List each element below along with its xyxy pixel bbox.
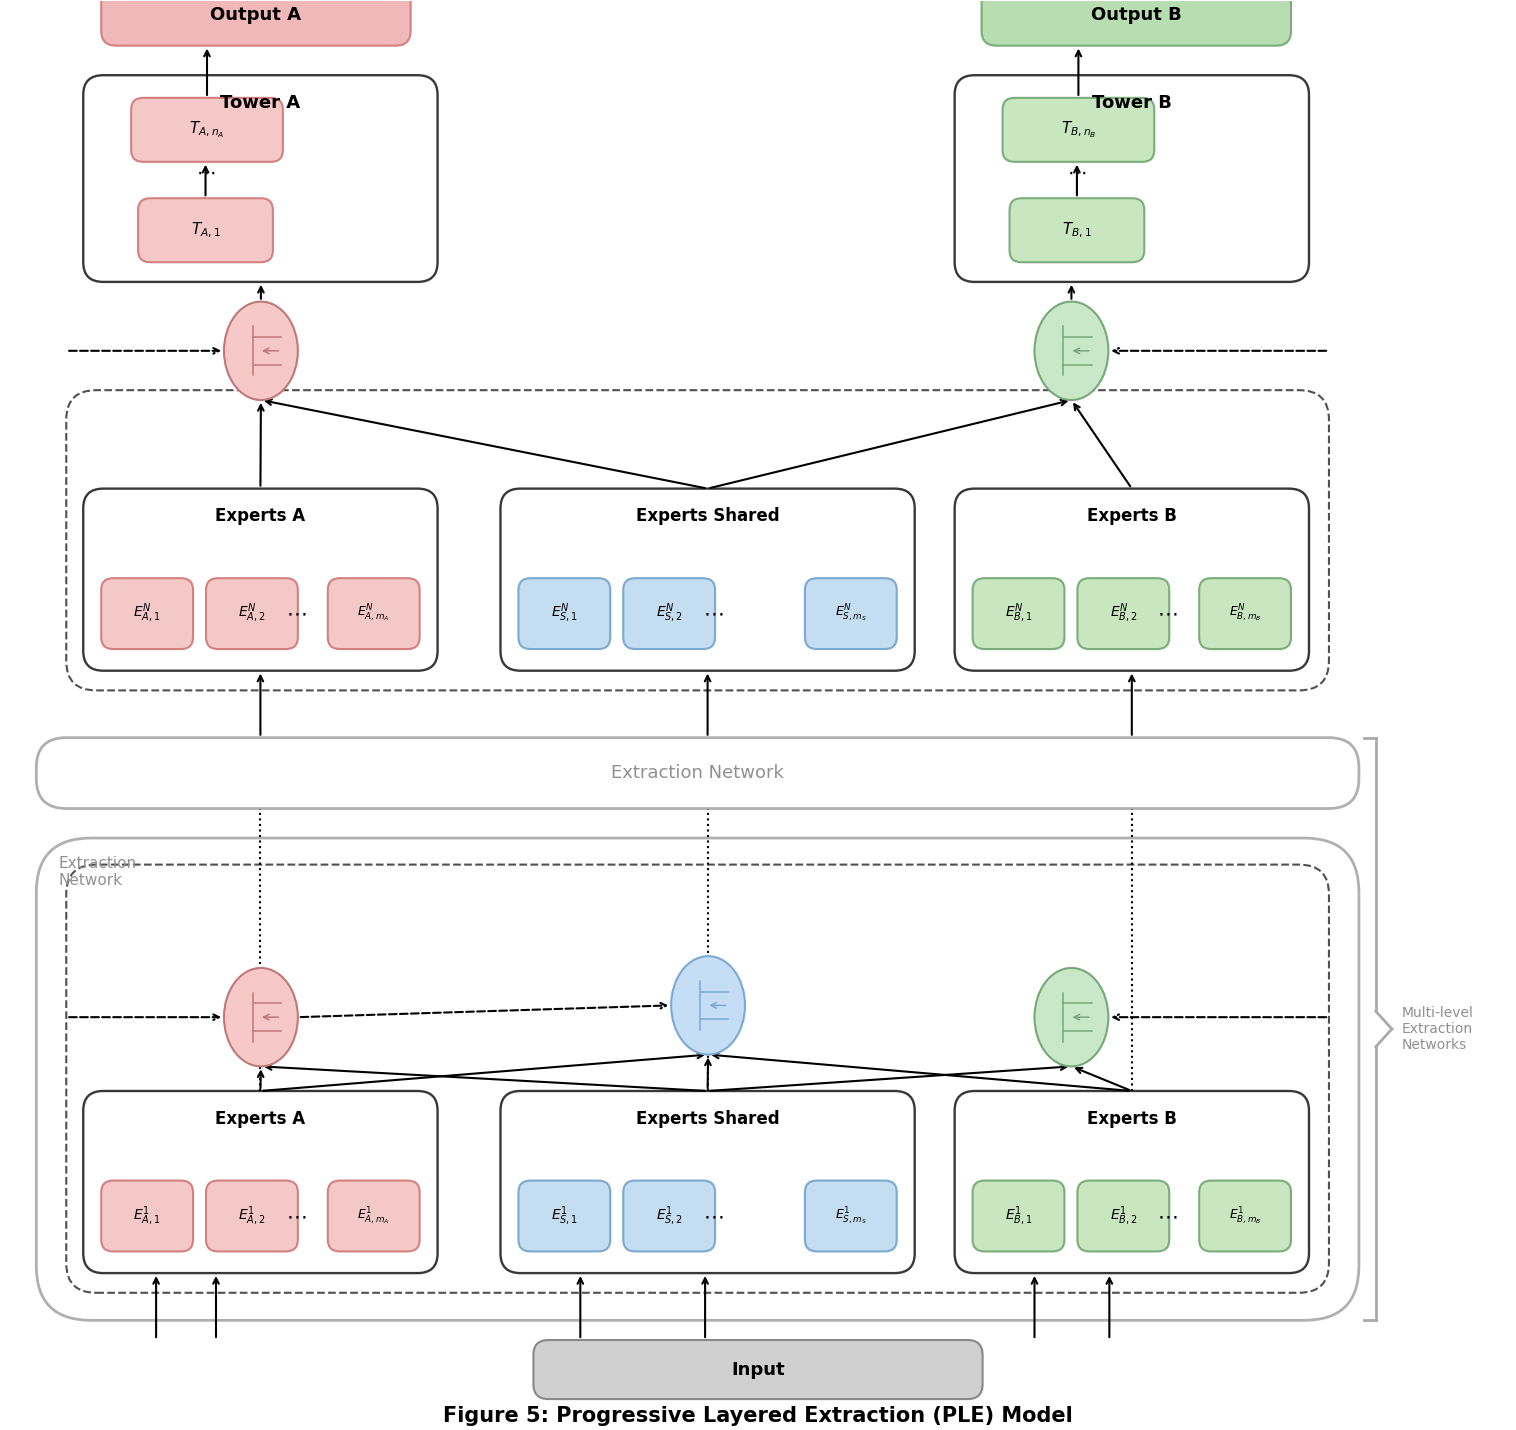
FancyBboxPatch shape	[83, 76, 438, 282]
Text: $E_{S,1}^{1}$: $E_{S,1}^{1}$	[550, 1204, 578, 1227]
Text: $T_{A,1}$: $T_{A,1}$	[191, 220, 220, 240]
FancyBboxPatch shape	[1002, 97, 1154, 162]
FancyBboxPatch shape	[206, 578, 297, 649]
FancyBboxPatch shape	[36, 838, 1358, 1320]
Text: $E_{B,2}^{1}$: $E_{B,2}^{1}$	[1110, 1204, 1137, 1227]
FancyBboxPatch shape	[102, 0, 411, 46]
Ellipse shape	[1034, 968, 1108, 1067]
FancyBboxPatch shape	[955, 489, 1308, 671]
Text: $\cdots$: $\cdots$	[1157, 1205, 1178, 1226]
Text: Experts A: Experts A	[215, 508, 306, 525]
FancyBboxPatch shape	[1078, 578, 1169, 649]
Ellipse shape	[224, 968, 297, 1067]
FancyBboxPatch shape	[327, 1181, 420, 1251]
Text: $\cdots$: $\cdots$	[703, 603, 723, 623]
Text: Input: Input	[731, 1360, 785, 1379]
FancyBboxPatch shape	[1199, 1181, 1292, 1251]
Text: $E_{A,1}^{1}$: $E_{A,1}^{1}$	[133, 1204, 161, 1227]
Text: $E_{B,2}^{N}$: $E_{B,2}^{N}$	[1110, 602, 1137, 625]
FancyBboxPatch shape	[83, 489, 438, 671]
Text: $\cdots$: $\cdots$	[285, 603, 306, 623]
Text: $T_{A,n_A}$: $T_{A,n_A}$	[190, 120, 224, 140]
Ellipse shape	[1034, 302, 1108, 400]
FancyBboxPatch shape	[518, 1181, 611, 1251]
Text: Extraction Network: Extraction Network	[611, 764, 784, 782]
Text: $E_{B,m_B}^{1}$: $E_{B,m_B}^{1}$	[1229, 1205, 1261, 1227]
FancyBboxPatch shape	[1199, 578, 1292, 649]
FancyBboxPatch shape	[102, 578, 193, 649]
Ellipse shape	[224, 302, 297, 400]
FancyBboxPatch shape	[102, 1181, 193, 1251]
Text: $E_{S,2}^{N}$: $E_{S,2}^{N}$	[655, 602, 682, 625]
Text: $E_{A,1}^{N}$: $E_{A,1}^{N}$	[133, 602, 161, 625]
FancyBboxPatch shape	[132, 97, 283, 162]
Text: $\cdots$: $\cdots$	[196, 163, 215, 182]
FancyBboxPatch shape	[534, 1340, 982, 1399]
Text: $E_{A,2}^{1}$: $E_{A,2}^{1}$	[238, 1204, 265, 1227]
FancyBboxPatch shape	[955, 76, 1308, 282]
Text: $E_{A,m_A}^{1}$: $E_{A,m_A}^{1}$	[358, 1205, 390, 1227]
Text: $E_{S,m_S}^{1}$: $E_{S,m_S}^{1}$	[835, 1205, 867, 1227]
FancyBboxPatch shape	[1010, 199, 1145, 262]
Ellipse shape	[672, 957, 744, 1054]
Text: $\cdots$: $\cdots$	[1067, 163, 1087, 182]
Text: $\cdots$: $\cdots$	[285, 1205, 306, 1226]
Text: Multi-level
Extraction
Networks: Multi-level Extraction Networks	[1402, 1005, 1474, 1052]
Text: $E_{B,1}^{N}$: $E_{B,1}^{N}$	[1005, 602, 1032, 625]
Text: Experts A: Experts A	[215, 1110, 306, 1128]
Text: $T_{B,n_B}$: $T_{B,n_B}$	[1061, 120, 1096, 140]
FancyBboxPatch shape	[500, 489, 914, 671]
FancyBboxPatch shape	[1078, 1181, 1169, 1251]
FancyBboxPatch shape	[623, 578, 716, 649]
FancyBboxPatch shape	[36, 738, 1358, 808]
FancyBboxPatch shape	[981, 0, 1292, 46]
FancyBboxPatch shape	[206, 1181, 297, 1251]
FancyBboxPatch shape	[973, 1181, 1064, 1251]
Text: $E_{S,1}^{N}$: $E_{S,1}^{N}$	[550, 602, 578, 625]
Text: $T_{B,1}$: $T_{B,1}$	[1063, 220, 1092, 240]
Text: $E_{B,m_B}^{N}$: $E_{B,m_B}^{N}$	[1229, 603, 1261, 625]
Text: $\cdots$: $\cdots$	[703, 1205, 723, 1226]
FancyBboxPatch shape	[805, 1181, 897, 1251]
Text: $E_{A,2}^{N}$: $E_{A,2}^{N}$	[238, 602, 265, 625]
Text: $E_{A,m_A}^{N}$: $E_{A,m_A}^{N}$	[358, 603, 390, 625]
Text: Experts Shared: Experts Shared	[635, 1110, 779, 1128]
Text: Experts Shared: Experts Shared	[635, 508, 779, 525]
Text: Output B: Output B	[1092, 6, 1181, 24]
Text: Tower A: Tower A	[220, 94, 300, 112]
FancyBboxPatch shape	[138, 199, 273, 262]
FancyBboxPatch shape	[83, 1091, 438, 1273]
FancyBboxPatch shape	[518, 578, 611, 649]
Text: Tower B: Tower B	[1092, 94, 1172, 112]
FancyBboxPatch shape	[973, 578, 1064, 649]
Text: Experts B: Experts B	[1087, 508, 1176, 525]
FancyBboxPatch shape	[955, 1091, 1308, 1273]
Text: Output A: Output A	[211, 6, 302, 24]
FancyBboxPatch shape	[623, 1181, 716, 1251]
Text: $E_{S,m_S}^{N}$: $E_{S,m_S}^{N}$	[835, 603, 867, 625]
Text: Extraction
Network: Extraction Network	[58, 855, 136, 888]
FancyBboxPatch shape	[327, 578, 420, 649]
Text: Experts B: Experts B	[1087, 1110, 1176, 1128]
Text: $E_{S,2}^{1}$: $E_{S,2}^{1}$	[655, 1204, 682, 1227]
Text: $\cdots$: $\cdots$	[1157, 603, 1178, 623]
FancyBboxPatch shape	[500, 1091, 914, 1273]
Text: $E_{B,1}^{1}$: $E_{B,1}^{1}$	[1005, 1204, 1032, 1227]
FancyBboxPatch shape	[805, 578, 897, 649]
Text: Figure 5: Progressive Layered Extraction (PLE) Model: Figure 5: Progressive Layered Extraction…	[443, 1406, 1073, 1426]
